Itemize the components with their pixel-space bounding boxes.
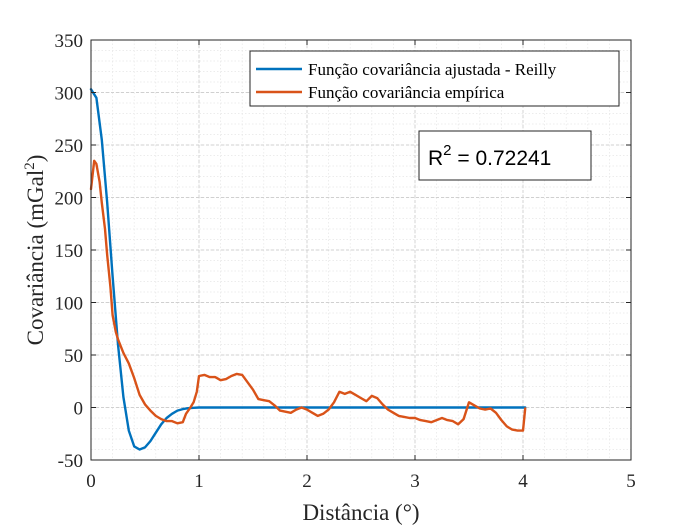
legend-label-empirical: Função covariância empírica (308, 83, 505, 102)
y-tick-label: 300 (55, 84, 84, 105)
y-tick-label: -50 (58, 451, 83, 472)
y-axis-label-end: ) (23, 155, 48, 163)
r2-box (418, 130, 592, 181)
y-axis-label-main: Covariância (mGal (23, 170, 48, 346)
x-tick-label: 1 (194, 471, 204, 492)
x-tick-label: 3 (410, 471, 420, 492)
ticks (90, 39, 632, 461)
x-tick-labels: 0 1 2 3 4 5 (86, 471, 636, 492)
r2-text-main: R (428, 147, 443, 170)
x-tick-label: 0 (86, 471, 96, 492)
y-tick-label: 50 (64, 346, 83, 367)
series-line-empirical (89, 159, 527, 432)
y-tick-label: 0 (74, 399, 84, 420)
legend-label-reilly: Função covariância ajustada - Reilly (308, 60, 557, 79)
r2-text: R2 = 0.72241 (428, 142, 551, 170)
y-tick-label: 100 (55, 294, 84, 315)
x-tick-label: 4 (518, 471, 528, 492)
series-layer (89, 88, 527, 451)
r2-annotation: R2 = 0.72241 (418, 130, 592, 181)
y-tick-label: 150 (55, 241, 84, 262)
x-tick-label: 5 (626, 471, 636, 492)
y-tick-labels: -50 0 50 100 150 200 250 300 350 (55, 31, 84, 472)
legend: Função covariância ajustada - Reilly Fun… (249, 50, 620, 107)
x-tick-label: 2 (302, 471, 312, 492)
r2-text-rest: = 0.72241 (452, 147, 552, 170)
y-tick-label: 350 (55, 31, 84, 52)
y-tick-label: 250 (55, 136, 84, 157)
x-axis-label: Distância (°) (302, 500, 419, 525)
legend-box (249, 50, 620, 107)
r2-text-sup: 2 (443, 142, 451, 159)
y-axis-label: Covariância (mGal2) (22, 155, 48, 346)
y-tick-label: 200 (55, 189, 84, 210)
y-axis-label-sup: 2 (22, 162, 38, 170)
